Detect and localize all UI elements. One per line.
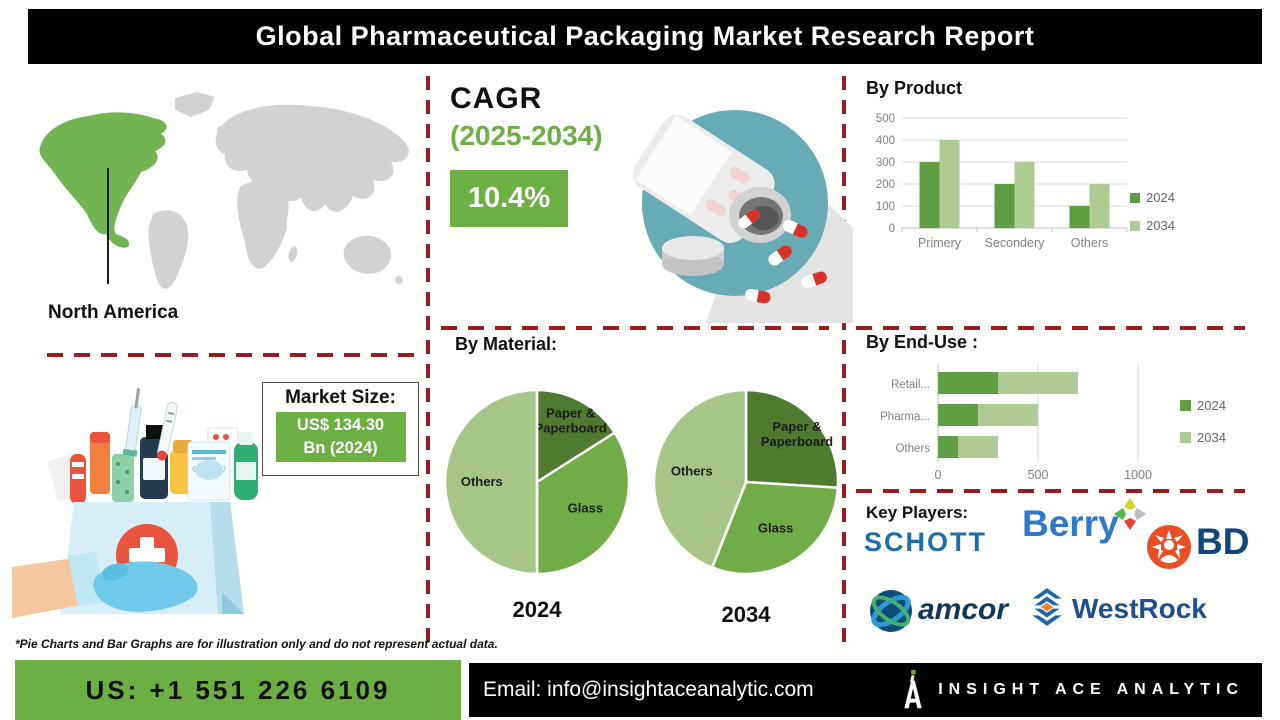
svg-text:Others: Others <box>1071 236 1109 250</box>
svg-text:Others: Others <box>895 443 930 455</box>
svg-text:100: 100 <box>876 201 895 213</box>
title-bar: Global Pharmaceutical Packaging Market R… <box>28 9 1262 64</box>
berry-logo: Berry <box>1022 503 1119 544</box>
pie-year-2024: 2024 <box>512 597 562 622</box>
svg-text:300: 300 <box>876 157 895 169</box>
cagr-period: (2025-2034) <box>450 120 603 151</box>
cagr-value-box: 10.4% <box>450 170 568 227</box>
svg-text:1000: 1000 <box>1124 468 1152 482</box>
by-enduse-chart: 0 500 1000 Retail... Pharma... Others 2024 2034 <box>880 364 1226 482</box>
cagr-heading: CAGR <box>450 82 543 115</box>
key-players-heading: Key Players: <box>866 503 969 522</box>
by-material-title: By Material: <box>455 334 558 354</box>
svg-text:2034: 2034 <box>1197 430 1226 445</box>
market-size-label: Market Size: <box>285 387 396 408</box>
section-divider-map <box>47 353 415 357</box>
amcor-globe-icon <box>870 590 912 632</box>
svg-text:Paper &Paperboard: Paper & Paperboard <box>535 406 607 436</box>
section-divider-enduse <box>856 489 1245 493</box>
north-america-highlight <box>39 112 167 248</box>
page-title: Global Pharmaceutical Packaging Market R… <box>255 21 1035 51</box>
disclaimer-text: *Pie Charts and Bar Graphs are for illus… <box>15 637 498 651</box>
svg-text:2024: 2024 <box>1146 190 1175 205</box>
world-map <box>39 92 409 289</box>
insightace-logo-icon <box>904 670 922 709</box>
by-product-title: By Product <box>866 78 963 98</box>
svg-text:500: 500 <box>876 113 895 125</box>
market-size-value: US$ 134.30 Bn (2024) <box>275 412 406 462</box>
section-divider-vertical-right <box>842 76 846 644</box>
cagr-value: 10.4% <box>467 182 551 214</box>
pie-year-2034: 2034 <box>721 602 771 627</box>
berry-pinwheel-icon <box>1114 498 1146 530</box>
westrock-logo: WestRock <box>1072 593 1207 624</box>
svg-text:2024: 2024 <box>1197 398 1226 413</box>
region-label: North America <box>48 302 179 323</box>
footer-phone-box: US: +1 551 226 6109 <box>15 660 461 720</box>
svg-text:0: 0 <box>935 468 942 482</box>
material-pie-2034: Paper & Paperboard Glass Others <box>652 388 840 576</box>
svg-text:Pharma...: Pharma... <box>880 411 930 423</box>
svg-text:Others: Others <box>461 474 503 489</box>
by-product-chart: 0 100 200 300 400 500 Primery Secondery Others 20… <box>876 113 1175 250</box>
medical-bag-illustration <box>12 388 258 618</box>
svg-text:Secondery: Secondery <box>985 236 1046 250</box>
svg-text:Primery: Primery <box>918 236 962 250</box>
section-divider-product <box>856 326 1245 330</box>
westrock-diamond-icon <box>1032 588 1062 626</box>
svg-text:Retail...: Retail... <box>891 379 930 391</box>
section-divider-vertical-left <box>426 76 430 644</box>
bd-logo: BD <box>1196 521 1250 562</box>
by-enduse-title: By End-Use : <box>866 332 979 352</box>
footer-email: Email: info@insightaceanalytic.com <box>483 678 814 701</box>
brand-name: INSIGHT ACE ANALYTIC <box>938 681 1244 698</box>
svg-text:Paper &Paperboard: Paper & Paperboard <box>761 419 833 449</box>
svg-text:Glass: Glass <box>758 521 793 536</box>
market-size-box: Market Size: US$ 134.30 Bn (2024) <box>262 382 419 476</box>
section-divider-material <box>441 326 829 330</box>
schott-logo: SCHOTT <box>864 527 987 557</box>
svg-text:200: 200 <box>876 179 895 191</box>
pill-bottle-illustration <box>632 110 853 323</box>
region-pointer-line <box>107 168 109 284</box>
svg-text:Others: Others <box>671 464 713 479</box>
footer-bar: Email: info@insightaceanalytic.com INSIG… <box>469 663 1262 717</box>
svg-text:2034: 2034 <box>1146 218 1175 233</box>
svg-text:400: 400 <box>876 135 895 147</box>
amcor-logo: amcor <box>918 593 1009 626</box>
svg-text:Glass: Glass <box>568 501 603 516</box>
phone-number: US: +1 551 226 6109 <box>85 674 391 705</box>
svg-text:0: 0 <box>889 223 895 235</box>
brand-lockup: INSIGHT ACE ANALYTIC <box>900 668 1244 712</box>
bd-sunburst-icon <box>1147 525 1191 569</box>
material-pie-2024: Paper & Paperboard Glass Others <box>443 388 631 576</box>
svg-text:500: 500 <box>1028 468 1049 482</box>
